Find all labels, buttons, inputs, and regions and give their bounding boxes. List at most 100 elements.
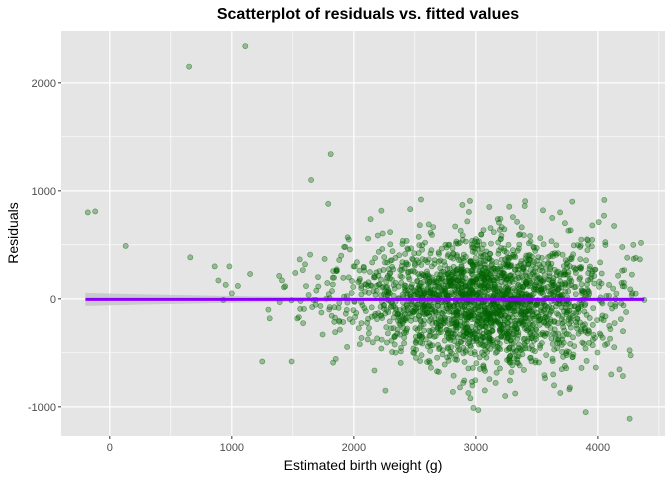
data-point [485, 335, 492, 341]
data-point [499, 321, 506, 328]
data-point [532, 348, 538, 355]
data-point [613, 290, 620, 297]
data-point [630, 241, 637, 248]
data-point [521, 340, 528, 347]
data-point [346, 316, 353, 322]
data-point [402, 282, 409, 289]
data-point [367, 216, 374, 223]
data-point [404, 325, 411, 332]
data-point [551, 318, 558, 324]
data-point [626, 347, 633, 354]
data-point [572, 283, 579, 290]
data-point [503, 330, 510, 337]
data-point [575, 330, 582, 337]
data-point [600, 317, 607, 324]
data-point [333, 266, 340, 273]
data-point [571, 264, 577, 271]
data-point [609, 305, 615, 312]
data-point [582, 409, 589, 416]
data-point [299, 267, 306, 273]
data-point [527, 329, 534, 336]
data-point [530, 290, 537, 297]
data-point [387, 241, 394, 248]
data-point [524, 327, 531, 334]
data-point [435, 249, 442, 256]
data-point [519, 346, 526, 352]
data-point [372, 310, 379, 317]
data-point [554, 345, 560, 351]
data-point [517, 231, 523, 238]
data-point [469, 244, 475, 251]
data-point [567, 384, 573, 391]
data-point [526, 345, 533, 352]
data-point [330, 359, 336, 366]
data-point [516, 362, 523, 369]
data-point [489, 305, 496, 312]
data-point [532, 359, 539, 366]
data-point [392, 279, 399, 286]
data-point [521, 318, 527, 325]
y-tick-label: -1000 [28, 402, 56, 414]
data-point [548, 260, 555, 267]
data-point [541, 319, 548, 326]
data-point [455, 285, 462, 292]
data-point [394, 326, 401, 333]
data-point [358, 291, 365, 298]
data-point [335, 304, 342, 311]
data-point [510, 340, 517, 347]
x-axis-title: Estimated birth weight (g) [284, 457, 443, 473]
data-point [540, 331, 547, 338]
data-point [467, 342, 474, 349]
data-point [623, 309, 629, 315]
data-point [358, 320, 365, 326]
data-point [562, 220, 568, 227]
data-point [560, 332, 566, 339]
data-point [445, 301, 452, 308]
data-point [494, 308, 501, 315]
data-point [567, 324, 574, 331]
data-point [507, 377, 513, 384]
data-point [430, 224, 437, 230]
data-point [466, 335, 473, 342]
data-point [461, 258, 467, 264]
data-point [472, 377, 479, 384]
data-point [569, 198, 576, 205]
data-point [383, 339, 390, 346]
data-point [382, 310, 389, 317]
data-point [428, 247, 435, 254]
data-point [398, 279, 405, 286]
data-point [418, 261, 425, 268]
data-point [553, 242, 560, 248]
data-point [520, 266, 526, 272]
data-point [584, 236, 590, 243]
data-point [426, 327, 433, 334]
data-point [452, 352, 459, 359]
data-point [319, 331, 326, 338]
data-point [454, 252, 460, 258]
data-point [533, 300, 540, 307]
data-point [336, 299, 343, 306]
data-point [509, 322, 516, 328]
data-point [401, 340, 407, 347]
data-point [526, 273, 533, 279]
data-point [329, 281, 336, 288]
data-point [453, 322, 460, 329]
data-point [506, 203, 513, 210]
data-point [404, 261, 411, 268]
data-point [435, 341, 441, 348]
data-point [390, 314, 397, 321]
data-point [486, 376, 493, 383]
data-point [400, 304, 407, 311]
data-point [540, 241, 547, 248]
data-point [532, 331, 539, 338]
data-point [490, 341, 496, 348]
data-point [456, 346, 463, 353]
data-point [567, 227, 574, 234]
data-point [386, 318, 393, 325]
data-point [416, 285, 422, 292]
data-point [266, 315, 273, 322]
data-point [388, 325, 394, 332]
data-point [478, 250, 484, 257]
data-point [545, 276, 551, 283]
data-point [424, 259, 431, 265]
